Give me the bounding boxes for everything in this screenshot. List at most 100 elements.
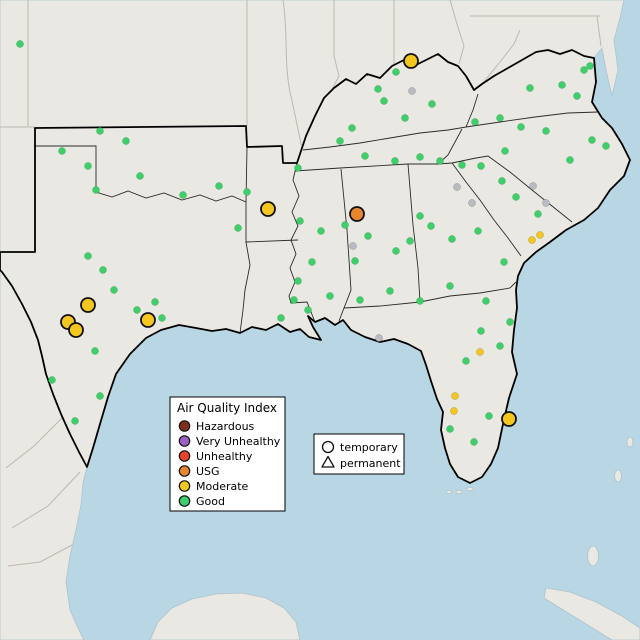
station-marker-good[interactable] xyxy=(317,227,325,235)
station-marker-good[interactable] xyxy=(498,177,506,185)
station-marker-good[interactable] xyxy=(436,157,444,165)
station-marker-good[interactable] xyxy=(458,161,466,169)
station-marker-good[interactable] xyxy=(158,314,166,322)
station-marker-good[interactable] xyxy=(477,162,485,170)
station-marker-good[interactable] xyxy=(448,235,456,243)
station-marker-good[interactable] xyxy=(99,266,107,274)
station-marker-good[interactable] xyxy=(341,221,349,229)
station-marker-moderate-temporary[interactable] xyxy=(68,322,84,338)
station-marker-good[interactable] xyxy=(48,376,56,384)
station-marker-good[interactable] xyxy=(496,114,504,122)
station-marker-no-data[interactable] xyxy=(349,242,357,250)
station-marker-good[interactable] xyxy=(326,292,334,300)
station-marker-good[interactable] xyxy=(500,258,508,266)
station-marker-good[interactable] xyxy=(277,314,285,322)
station-marker-good[interactable] xyxy=(482,297,490,305)
station-marker-good[interactable] xyxy=(416,297,424,305)
station-marker-good[interactable] xyxy=(151,298,159,306)
station-marker-good[interactable] xyxy=(427,222,435,230)
station-marker-moderate[interactable] xyxy=(476,348,484,356)
station-marker-good[interactable] xyxy=(348,124,356,132)
station-marker-no-data[interactable] xyxy=(375,334,383,342)
station-marker-moderate-temporary[interactable] xyxy=(403,53,419,69)
station-marker-good[interactable] xyxy=(477,327,485,335)
station-marker-usg-temporary[interactable] xyxy=(349,206,365,222)
station-marker-good[interactable] xyxy=(534,210,542,218)
station-marker-good[interactable] xyxy=(446,425,454,433)
station-marker-good[interactable] xyxy=(364,232,372,240)
station-marker-good[interactable] xyxy=(573,92,581,100)
station-marker-good[interactable] xyxy=(496,342,504,350)
station-marker-no-data[interactable] xyxy=(453,183,461,191)
station-marker-moderate[interactable] xyxy=(451,392,459,400)
station-marker-moderate-temporary[interactable] xyxy=(80,297,96,313)
station-marker-good[interactable] xyxy=(485,412,493,420)
station-marker-good[interactable] xyxy=(215,182,223,190)
station-marker-good[interactable] xyxy=(392,68,400,76)
station-marker-good[interactable] xyxy=(361,152,369,160)
station-marker-good[interactable] xyxy=(392,247,400,255)
station-marker-good[interactable] xyxy=(58,147,66,155)
station-marker-good[interactable] xyxy=(517,123,525,131)
station-marker-good[interactable] xyxy=(110,286,118,294)
station-marker-good[interactable] xyxy=(294,277,302,285)
station-marker-good[interactable] xyxy=(406,237,414,245)
station-marker-good[interactable] xyxy=(304,306,312,314)
station-marker-good[interactable] xyxy=(526,84,534,92)
station-marker-good[interactable] xyxy=(133,306,141,314)
station-marker-good[interactable] xyxy=(374,85,382,93)
station-marker-good[interactable] xyxy=(91,347,99,355)
station-marker-good[interactable] xyxy=(470,438,478,446)
station-marker-good[interactable] xyxy=(92,186,100,194)
station-marker-no-data[interactable] xyxy=(408,87,416,95)
station-marker-good[interactable] xyxy=(506,318,514,326)
station-marker-good[interactable] xyxy=(96,127,104,135)
station-marker-good[interactable] xyxy=(290,296,298,304)
station-marker-good[interactable] xyxy=(84,252,92,260)
station-marker-good[interactable] xyxy=(336,137,344,145)
station-marker-good[interactable] xyxy=(296,217,304,225)
station-marker-good[interactable] xyxy=(356,296,364,304)
station-marker-good[interactable] xyxy=(96,392,104,400)
station-marker-good[interactable] xyxy=(462,357,470,365)
station-marker-good[interactable] xyxy=(380,97,388,105)
station-marker-moderate[interactable] xyxy=(528,236,536,244)
station-marker-good[interactable] xyxy=(308,258,316,266)
station-marker-good[interactable] xyxy=(542,127,550,135)
station-marker-good[interactable] xyxy=(401,114,409,122)
station-marker-good[interactable] xyxy=(136,172,144,180)
station-marker-good[interactable] xyxy=(351,257,359,265)
station-marker-good[interactable] xyxy=(428,100,436,108)
station-marker-good[interactable] xyxy=(84,162,92,170)
station-marker-good[interactable] xyxy=(243,188,251,196)
station-marker-good[interactable] xyxy=(588,136,596,144)
station-marker-moderate-temporary[interactable] xyxy=(140,312,156,328)
station-marker-good[interactable] xyxy=(501,147,509,155)
station-marker-moderate[interactable] xyxy=(450,407,458,415)
station-marker-no-data[interactable] xyxy=(468,199,476,207)
station-marker-moderate-temporary[interactable] xyxy=(260,201,276,217)
station-marker-good[interactable] xyxy=(122,137,130,145)
station-marker-no-data[interactable] xyxy=(529,182,537,190)
station-marker-good[interactable] xyxy=(474,227,482,235)
station-marker-good[interactable] xyxy=(16,40,24,48)
station-marker-good[interactable] xyxy=(391,157,399,165)
station-marker-good[interactable] xyxy=(471,118,479,126)
station-marker-moderate[interactable] xyxy=(536,231,544,239)
station-marker-good[interactable] xyxy=(416,212,424,220)
station-marker-good[interactable] xyxy=(386,287,394,295)
station-marker-good[interactable] xyxy=(294,164,302,172)
station-marker-good[interactable] xyxy=(416,153,424,161)
station-marker-good[interactable] xyxy=(179,191,187,199)
station-marker-good[interactable] xyxy=(580,66,588,74)
station-marker-good[interactable] xyxy=(558,81,566,89)
station-marker-good[interactable] xyxy=(512,193,520,201)
station-marker-good[interactable] xyxy=(586,62,594,70)
station-marker-good[interactable] xyxy=(602,142,610,150)
station-marker-good[interactable] xyxy=(446,282,454,290)
station-marker-good[interactable] xyxy=(566,156,574,164)
station-marker-no-data[interactable] xyxy=(542,199,550,207)
station-marker-moderate-temporary[interactable] xyxy=(501,411,517,427)
station-marker-good[interactable] xyxy=(234,224,242,232)
station-marker-good[interactable] xyxy=(71,417,79,425)
